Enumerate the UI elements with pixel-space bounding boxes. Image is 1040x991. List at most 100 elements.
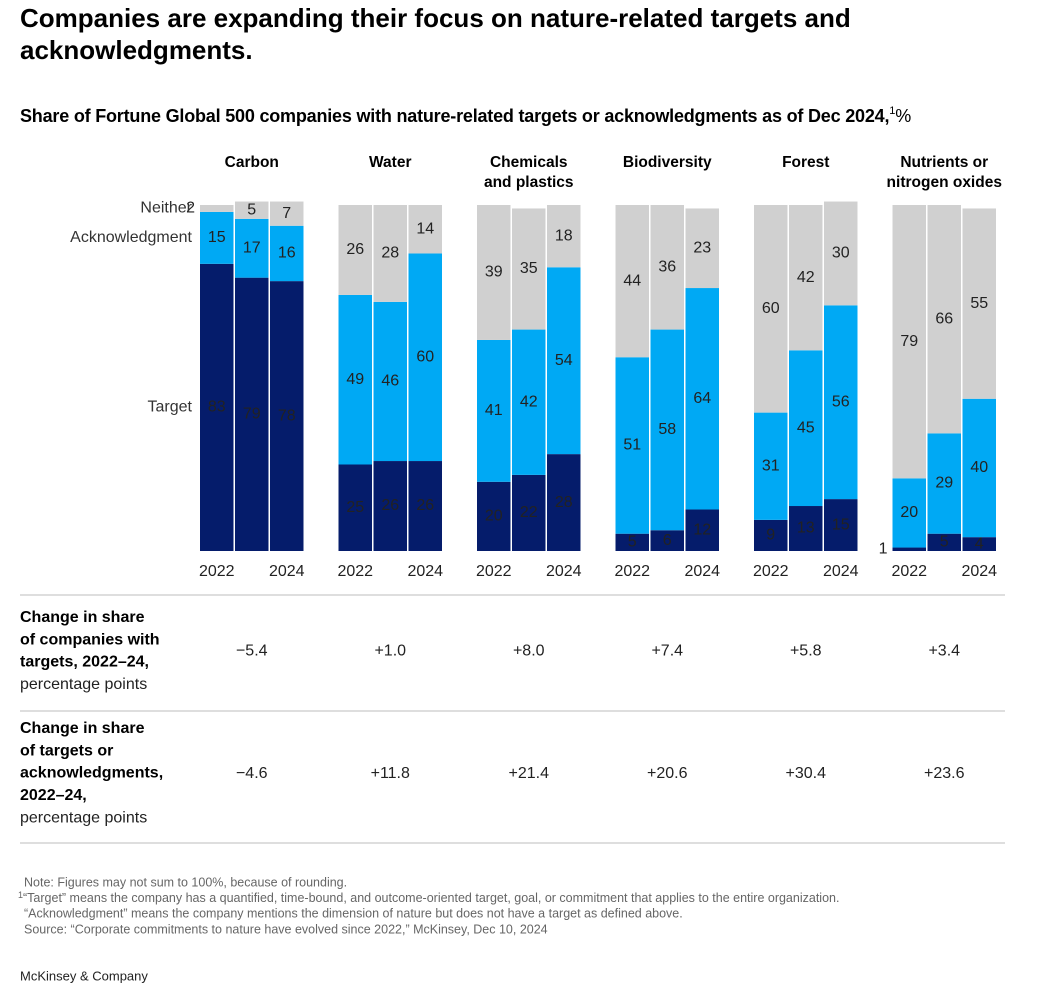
data-label: 17 [243, 239, 261, 256]
x-tick-label: 2022 [753, 563, 789, 580]
footnote-marker: 1 [18, 890, 23, 900]
panel-title: Chemicals and plastics [484, 154, 574, 191]
panel-title: Forest [782, 154, 829, 171]
bar-segment [650, 329, 684, 531]
x-tick-label: 2022 [199, 563, 235, 580]
bar-segment [408, 205, 442, 254]
source: Source: “Corporate commitments to nature… [24, 922, 548, 936]
bar-segment [962, 537, 996, 551]
x-tick-label: 2022 [476, 563, 512, 580]
bar-segment [477, 339, 511, 482]
data-label: 79 [900, 333, 918, 350]
bar-segment [408, 461, 442, 551]
bar-segment [754, 205, 788, 413]
unit: % [895, 106, 911, 126]
bar-segment [789, 205, 823, 351]
data-label: 31 [762, 457, 780, 474]
bar-segment [477, 481, 511, 551]
panel-title: Biodiversity [623, 154, 712, 171]
bar-segment [650, 530, 684, 551]
data-label: 54 [555, 352, 573, 369]
row-label: Change in share of companies with targets,… [20, 609, 160, 671]
bar-segment [650, 205, 684, 330]
table-cell: +11.8 [371, 765, 410, 782]
text-line: Companies are expanding their focus on n… [20, 3, 851, 33]
data-label: 15 [832, 516, 850, 533]
bar-segment [477, 205, 511, 340]
data-label: 40 [970, 459, 988, 476]
legend-label: Acknowledgment [70, 229, 192, 246]
bar-segment [892, 205, 926, 479]
data-label: 79 [243, 406, 261, 423]
data-label: 83 [208, 399, 226, 416]
data-label: 46 [381, 373, 399, 390]
data-label: 9 [766, 527, 775, 544]
x-tick-label: 2024 [407, 563, 443, 580]
x-tick-label: 2024 [823, 563, 859, 580]
x-tick-label: 2024 [684, 563, 720, 580]
text-line: Change in share [20, 609, 145, 626]
bar-segment [927, 433, 961, 534]
data-label: 26 [346, 241, 364, 258]
bar-segment [373, 301, 407, 462]
bar-segment [754, 519, 788, 551]
bar-segment [685, 208, 719, 289]
footnote: 1“Target” means the company has a quanti… [18, 890, 839, 905]
data-label: 42 [797, 269, 815, 286]
subtitle: Share of Fortune Global 500 companies wi… [20, 105, 911, 126]
data-label: 6 [663, 532, 672, 549]
data-label: 23 [693, 239, 711, 256]
bar-segment [927, 533, 961, 551]
data-label: 14 [416, 220, 434, 237]
footnote-marker: 1 [889, 105, 895, 117]
data-label: 20 [485, 508, 503, 525]
data-label: 26 [381, 497, 399, 514]
data-label: 42 [520, 393, 538, 410]
bar-segment [685, 288, 719, 510]
panel-title: Carbon [225, 154, 279, 171]
text-line: acknowledgments, [20, 765, 163, 782]
data-label: 44 [623, 272, 641, 289]
data-label: 64 [693, 390, 711, 407]
text-line: and plastics [484, 174, 574, 191]
data-label: 60 [762, 300, 780, 317]
x-tick-label: 2024 [961, 563, 997, 580]
data-label: 28 [555, 494, 573, 511]
data-label: 55 [970, 295, 988, 312]
title: Companies are expanding their focus on n… [20, 3, 851, 65]
table-cell: +7.4 [651, 643, 683, 660]
panel-title: Water [369, 154, 412, 171]
panel-title: Nutrients or nitrogen oxides [887, 154, 1002, 191]
bar-segment [235, 218, 269, 278]
bar-segment [754, 412, 788, 520]
data-label: 39 [485, 264, 503, 281]
bar-segment [789, 350, 823, 507]
x-tick-label: 2024 [269, 563, 305, 580]
bar-segment [615, 357, 649, 534]
text-line: acknowledgments. [20, 35, 253, 65]
bar-segment [338, 294, 372, 465]
data-label: 18 [555, 227, 573, 244]
data-label: 26 [416, 497, 434, 514]
text-line: Nutrients or [900, 154, 988, 171]
data-label: 7 [282, 205, 291, 222]
bar-segment [892, 547, 926, 551]
bar-segment [200, 263, 234, 551]
bar-segment [338, 205, 372, 295]
bar-segment [892, 478, 926, 548]
bar-segment [235, 277, 269, 551]
text-line: Chemicals [490, 154, 568, 171]
data-label: 1 [879, 540, 888, 557]
bar-segment [615, 533, 649, 551]
data-label: 45 [797, 419, 815, 436]
text-line: Change in share [20, 720, 145, 737]
footnote: “Acknowledgment” means the company menti… [24, 906, 683, 920]
table-cell: +5.8 [790, 643, 822, 660]
legend-label: Neither [140, 200, 192, 217]
bar-segment [962, 398, 996, 538]
data-label: 51 [623, 437, 641, 454]
bar-segment [927, 205, 961, 434]
data-label: 2 [186, 200, 195, 217]
bar-segment [373, 461, 407, 551]
